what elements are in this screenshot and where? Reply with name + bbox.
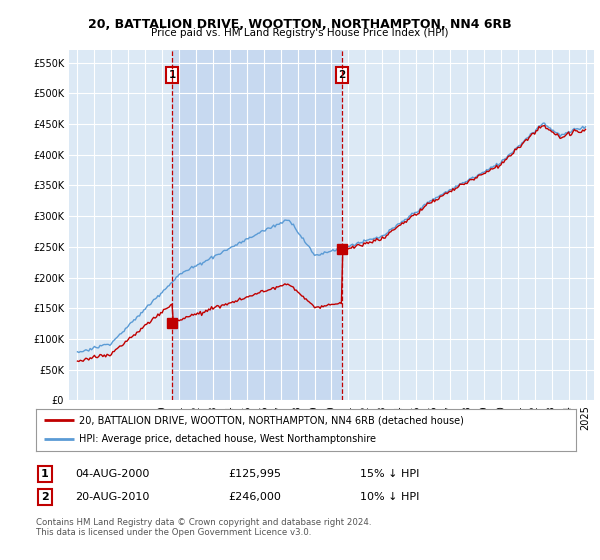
- Text: 04-AUG-2000: 04-AUG-2000: [75, 469, 149, 479]
- Text: 1: 1: [169, 70, 176, 80]
- Text: 2: 2: [41, 492, 49, 502]
- Text: Contains HM Land Registry data © Crown copyright and database right 2024.
This d: Contains HM Land Registry data © Crown c…: [36, 518, 371, 538]
- Text: 10% ↓ HPI: 10% ↓ HPI: [360, 492, 419, 502]
- Text: £125,995: £125,995: [228, 469, 281, 479]
- Text: HPI: Average price, detached house, West Northamptonshire: HPI: Average price, detached house, West…: [79, 435, 376, 445]
- Text: 20, BATTALION DRIVE, WOOTTON, NORTHAMPTON, NN4 6RB: 20, BATTALION DRIVE, WOOTTON, NORTHAMPTO…: [88, 18, 512, 31]
- Bar: [172, 50, 342, 400]
- Text: 2: 2: [338, 70, 346, 80]
- Text: Price paid vs. HM Land Registry's House Price Index (HPI): Price paid vs. HM Land Registry's House …: [151, 28, 449, 38]
- Text: 20, BATTALION DRIVE, WOOTTON, NORTHAMPTON, NN4 6RB (detached house): 20, BATTALION DRIVE, WOOTTON, NORTHAMPTO…: [79, 415, 464, 425]
- Text: 15% ↓ HPI: 15% ↓ HPI: [360, 469, 419, 479]
- Text: 1: 1: [41, 469, 49, 479]
- Text: £246,000: £246,000: [228, 492, 281, 502]
- Text: 20-AUG-2010: 20-AUG-2010: [75, 492, 149, 502]
